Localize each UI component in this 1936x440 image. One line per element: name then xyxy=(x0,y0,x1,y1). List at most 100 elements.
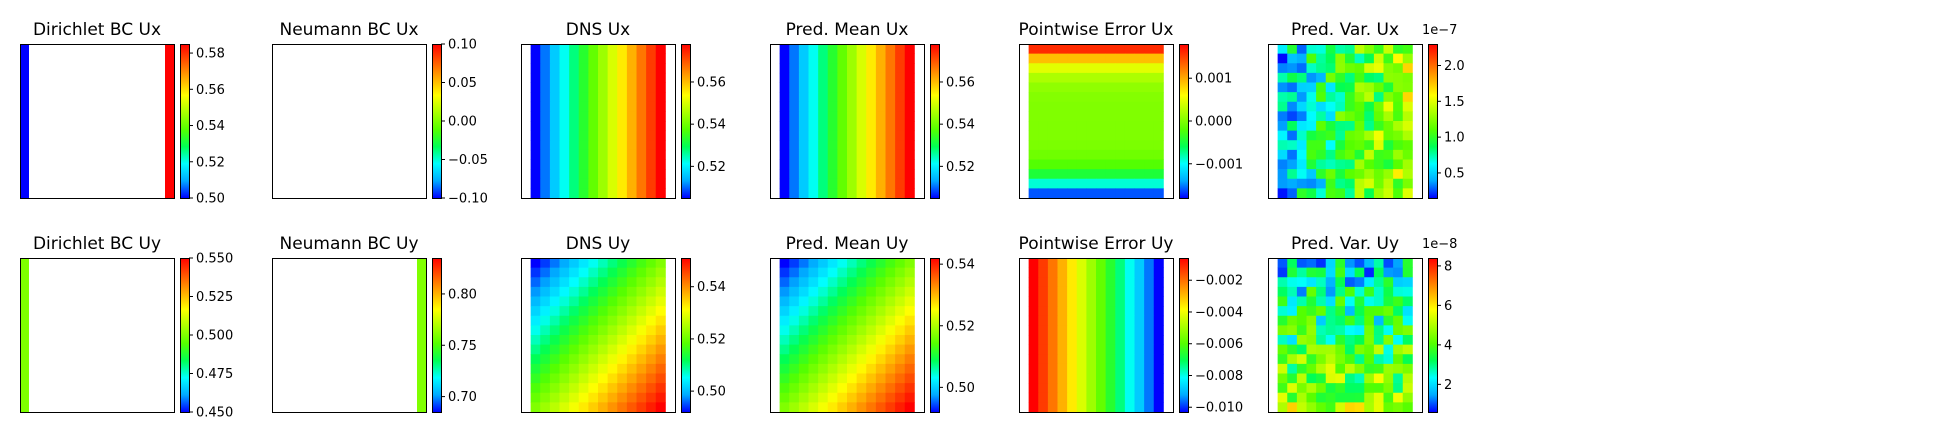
heatmap-cell xyxy=(655,383,666,394)
heatmap-cell xyxy=(1316,121,1327,132)
heatmap-cell xyxy=(1047,383,1058,394)
heatmap-cell xyxy=(588,111,599,122)
heatmap-cell xyxy=(1354,363,1365,374)
heatmap-cell xyxy=(808,149,819,160)
heatmap-cell xyxy=(798,178,809,189)
heatmap-cell xyxy=(617,286,628,297)
heatmap-cell xyxy=(875,159,886,170)
heatmap-cell xyxy=(1047,258,1058,269)
heatmap-cell xyxy=(1402,82,1413,93)
heatmap-cell xyxy=(1153,188,1164,199)
heatmap-cell xyxy=(1325,402,1336,413)
heatmap-cell xyxy=(540,267,551,278)
heatmap-cell xyxy=(866,111,877,122)
heatmap-cell xyxy=(588,140,599,151)
heatmap-cell xyxy=(875,53,886,64)
heatmap-cell xyxy=(1383,44,1394,55)
heatmap-cell xyxy=(1287,63,1298,74)
heatmap-cell xyxy=(1134,286,1145,297)
heatmap-cell xyxy=(808,267,819,278)
heatmap-cell xyxy=(1402,130,1413,141)
heatmap-cell xyxy=(1364,159,1375,170)
heatmap-cell xyxy=(1067,101,1078,112)
heatmap-cell xyxy=(1105,92,1116,103)
heatmap-cell xyxy=(895,140,906,151)
heatmap-cell xyxy=(1393,402,1404,413)
heatmap-cell xyxy=(1287,335,1298,346)
heatmap-cell xyxy=(559,306,570,317)
heatmap-cell xyxy=(1057,140,1068,151)
heatmap-cell xyxy=(646,149,657,160)
heatmap-cell xyxy=(1047,363,1058,374)
heatmap-cell xyxy=(1067,72,1078,83)
heatmap-cell xyxy=(1144,402,1155,413)
heatmap-cell xyxy=(837,188,848,199)
heatmap-cell xyxy=(1038,277,1049,288)
heatmap-cell xyxy=(549,53,560,64)
heatmap-cell xyxy=(827,325,838,336)
heatmap-cell xyxy=(646,315,657,326)
heatmap-cell xyxy=(1345,354,1356,365)
heatmap-cell xyxy=(588,159,599,170)
colorbar-tick-label: 8 xyxy=(1444,259,1452,274)
heatmap-cell xyxy=(1383,159,1394,170)
heatmap-cell xyxy=(598,373,609,384)
heatmap-cell xyxy=(1296,44,1307,55)
heatmap-cell xyxy=(885,92,896,103)
heatmap-cell xyxy=(895,306,906,317)
heatmap-cell xyxy=(578,111,589,122)
heatmap-cell xyxy=(655,277,666,288)
heatmap-cell xyxy=(1067,344,1078,355)
heatmap-cell xyxy=(885,178,896,189)
heatmap-cell xyxy=(530,344,541,355)
heatmap-cell xyxy=(1038,159,1049,170)
heatmap-cell xyxy=(1345,63,1356,74)
heatmap-cell xyxy=(588,392,599,403)
heatmap-cell xyxy=(808,277,819,288)
heatmap-cell xyxy=(779,188,790,199)
boundary-strip-left xyxy=(20,258,29,412)
heatmap-cell xyxy=(1383,121,1394,132)
heatmap-cell xyxy=(588,258,599,269)
heatmap-cell xyxy=(1038,354,1049,365)
heatmap-cell xyxy=(549,335,560,346)
heatmap-cell xyxy=(1373,325,1384,336)
heatmap-cell xyxy=(779,101,790,112)
heatmap-cell xyxy=(866,277,877,288)
heatmap-cell xyxy=(866,82,877,93)
heatmap-cell xyxy=(1153,344,1164,355)
heatmap-cell xyxy=(1306,277,1317,288)
heatmap-cell xyxy=(626,306,637,317)
heatmap-cell xyxy=(1316,296,1327,307)
heatmap-cell xyxy=(1373,178,1384,189)
heatmap-cell xyxy=(1287,306,1298,317)
heatmap-cell xyxy=(646,267,657,278)
heatmap-cell xyxy=(1047,159,1058,170)
heatmap-cell xyxy=(1287,178,1298,189)
heatmap-cell xyxy=(626,63,637,74)
heatmap-cell xyxy=(1096,159,1107,170)
heatmap-cell xyxy=(1325,178,1336,189)
heatmap-cell xyxy=(1086,315,1097,326)
colorbar-frame xyxy=(180,44,190,199)
heatmap-cell xyxy=(1144,149,1155,160)
heatmap-cell xyxy=(1277,277,1288,288)
heatmap-cell xyxy=(1277,258,1288,269)
heatmap-cell xyxy=(1115,373,1126,384)
panel-title: Pred. Var. Uy xyxy=(1291,234,1399,254)
heatmap-cell xyxy=(866,392,877,403)
heatmap-cell xyxy=(904,354,915,365)
heatmap-cell xyxy=(1115,286,1126,297)
heatmap-cell xyxy=(655,402,666,413)
heatmap-cell xyxy=(779,72,790,83)
heatmap-cell xyxy=(636,354,647,365)
colorbar-tick-label: 0.52 xyxy=(697,160,726,175)
heatmap-cell xyxy=(569,267,580,278)
heatmap-cell xyxy=(1047,373,1058,384)
heatmap-cell xyxy=(1057,169,1068,180)
heatmap-cell xyxy=(1287,44,1298,55)
heatmap-cell xyxy=(1364,315,1375,326)
heatmap-cell xyxy=(895,44,906,55)
heatmap-cell xyxy=(646,44,657,55)
heatmap-cell xyxy=(866,188,877,199)
